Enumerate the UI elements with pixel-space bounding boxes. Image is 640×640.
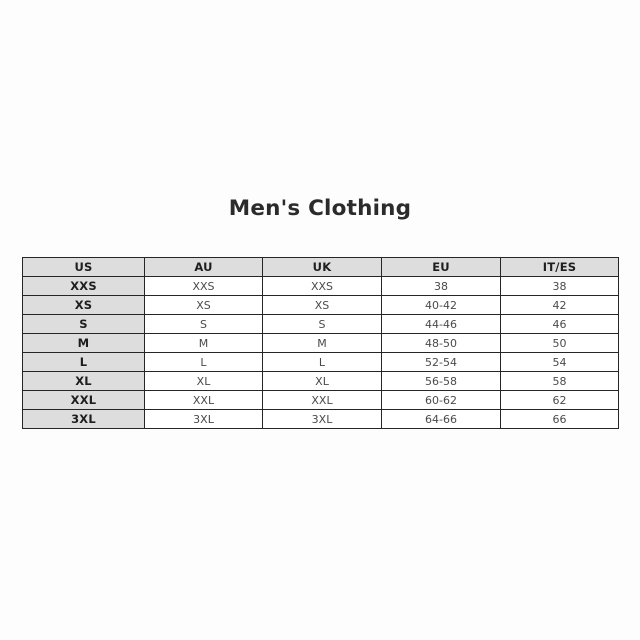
table-row: 3XL 3XL 3XL 64-66 66 xyxy=(22,409,619,429)
cell-us: XXL xyxy=(22,390,145,410)
cell-au: XL xyxy=(144,371,263,391)
cell-uk: M xyxy=(262,333,382,353)
cell-uk: 3XL xyxy=(262,409,382,429)
cell-uk: XL xyxy=(262,371,382,391)
cell-it-es: 66 xyxy=(500,409,619,429)
cell-it-es: 62 xyxy=(500,390,619,410)
table-row: S S S 44-46 46 xyxy=(22,314,619,334)
cell-eu: 56-58 xyxy=(381,371,501,391)
cell-us: XXS xyxy=(22,276,145,296)
cell-uk: XS xyxy=(262,295,382,315)
cell-uk: XXS xyxy=(262,276,382,296)
cell-uk: S xyxy=(262,314,382,334)
table-row: L L L 52-54 54 xyxy=(22,352,619,372)
cell-it-es: 54 xyxy=(500,352,619,372)
cell-eu: 44-46 xyxy=(381,314,501,334)
cell-it-es: 42 xyxy=(500,295,619,315)
table-row: XXL XXL XXL 60-62 62 xyxy=(22,390,619,410)
table-body: XXS XXS XXS 38 38 XS XS XS 40-42 42 S S … xyxy=(22,276,619,429)
table-row: XL XL XL 56-58 58 xyxy=(22,371,619,391)
cell-au: XXL xyxy=(144,390,263,410)
table-row: XS XS XS 40-42 42 xyxy=(22,295,619,315)
table-header-row: US AU UK EU IT/ES xyxy=(22,257,619,277)
cell-uk: L xyxy=(262,352,382,372)
table-row: XXS XXS XXS 38 38 xyxy=(22,276,619,296)
cell-us: XS xyxy=(22,295,145,315)
column-header-uk: UK xyxy=(262,257,382,277)
cell-us: L xyxy=(22,352,145,372)
cell-us: 3XL xyxy=(22,409,145,429)
size-table-container: US AU UK EU IT/ES XXS XXS XXS 38 38 XS X xyxy=(22,257,619,429)
cell-eu: 52-54 xyxy=(381,352,501,372)
cell-us: S xyxy=(22,314,145,334)
cell-eu: 48-50 xyxy=(381,333,501,353)
cell-us: M xyxy=(22,333,145,353)
size-conversion-table: US AU UK EU IT/ES XXS XXS XXS 38 38 XS X xyxy=(22,257,619,429)
table-row: M M M 48-50 50 xyxy=(22,333,619,353)
cell-au: 3XL xyxy=(144,409,263,429)
cell-au: XXS xyxy=(144,276,263,296)
cell-au: M xyxy=(144,333,263,353)
cell-it-es: 38 xyxy=(500,276,619,296)
cell-it-es: 58 xyxy=(500,371,619,391)
column-header-eu: EU xyxy=(381,257,501,277)
cell-us: XL xyxy=(22,371,145,391)
column-header-au: AU xyxy=(144,257,263,277)
cell-eu: 38 xyxy=(381,276,501,296)
cell-it-es: 46 xyxy=(500,314,619,334)
cell-au: L xyxy=(144,352,263,372)
cell-au: S xyxy=(144,314,263,334)
cell-eu: 60-62 xyxy=(381,390,501,410)
column-header-it-es: IT/ES xyxy=(500,257,619,277)
page-title: Men's Clothing xyxy=(228,196,412,221)
cell-it-es: 50 xyxy=(500,333,619,353)
cell-eu: 40-42 xyxy=(381,295,501,315)
cell-eu: 64-66 xyxy=(381,409,501,429)
table-header: US AU UK EU IT/ES xyxy=(22,257,619,277)
cell-au: XS xyxy=(144,295,263,315)
column-header-us: US xyxy=(22,257,145,277)
cell-uk: XXL xyxy=(262,390,382,410)
